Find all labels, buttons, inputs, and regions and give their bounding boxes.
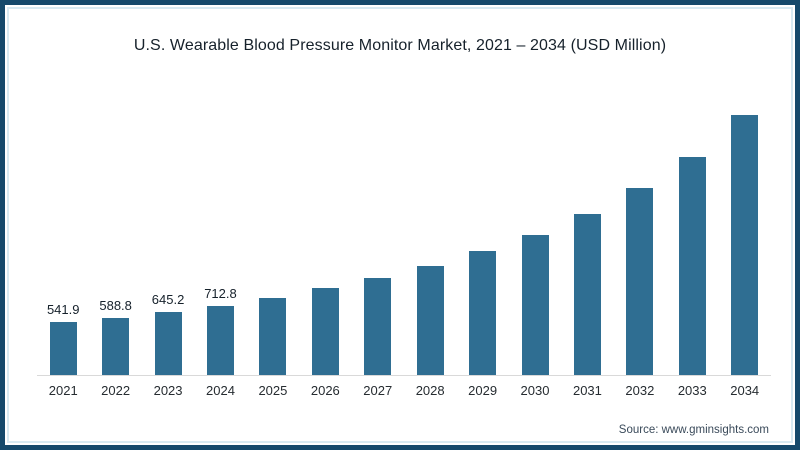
bar-column <box>299 288 351 375</box>
x-axis-tick-label: 2032 <box>625 383 655 398</box>
bar-column <box>561 214 613 375</box>
x-axis-tick-label: 2024 <box>206 383 235 398</box>
bar <box>154 312 182 375</box>
bar <box>573 214 601 375</box>
bar-value-label: 645.2 <box>151 292 185 308</box>
x-axis-tick-label: 2025 <box>258 383 288 398</box>
x-axis-tick-label: 2031 <box>572 383 602 398</box>
bar <box>49 322 77 375</box>
bar <box>416 265 444 375</box>
x-axis-tick-label: 2021 <box>48 383 78 398</box>
plot-area: 541.9 588.8 645.2 712.8 <box>37 100 771 376</box>
bar <box>469 251 497 375</box>
bar <box>521 234 549 375</box>
bar-column <box>456 251 508 375</box>
x-axis-tick-label: 2022 <box>101 383 131 398</box>
x-axis-tick-label: 2023 <box>153 383 183 398</box>
x-axis-tick-label: 2030 <box>520 383 550 398</box>
x-axis: 2021 2022 2023 2024 2025 2026 2027 2028 … <box>37 376 771 398</box>
bar-column <box>404 265 456 375</box>
bar <box>731 114 759 375</box>
bar <box>259 298 287 375</box>
bar-column: 541.9 <box>37 302 89 375</box>
bar <box>206 305 234 375</box>
x-axis-tick-label: 2034 <box>730 383 760 398</box>
bar <box>678 156 706 375</box>
x-axis-tick-label: 2033 <box>677 383 707 398</box>
source-credit: Source: www.gminsights.com <box>618 424 769 436</box>
bar-chart: 541.9 588.8 645.2 712.8 <box>37 100 771 398</box>
bar-column: 712.8 <box>194 285 246 375</box>
x-axis-tick-label: 2026 <box>310 383 340 398</box>
bar-column <box>247 298 299 375</box>
bar-column <box>666 156 718 375</box>
bar-column <box>352 277 404 375</box>
bar-column <box>509 234 561 375</box>
x-axis-tick-label: 2028 <box>415 383 445 398</box>
bar-column: 645.2 <box>142 292 194 375</box>
bar-column: 588.8 <box>89 298 141 375</box>
x-axis-tick-label: 2029 <box>468 383 498 398</box>
bar-column <box>718 114 770 375</box>
bar <box>626 187 654 375</box>
bar-value-label: 541.9 <box>46 302 80 318</box>
x-axis-tick-label: 2027 <box>363 383 393 398</box>
bar <box>364 277 392 375</box>
bar-column <box>614 187 666 375</box>
bar <box>102 317 130 375</box>
bar-value-label: 588.8 <box>99 297 132 313</box>
bar-value-label: 712.8 <box>204 285 237 301</box>
bar <box>311 288 339 375</box>
chart-title: U.S. Wearable Blood Pressure Monitor Mar… <box>133 37 667 54</box>
